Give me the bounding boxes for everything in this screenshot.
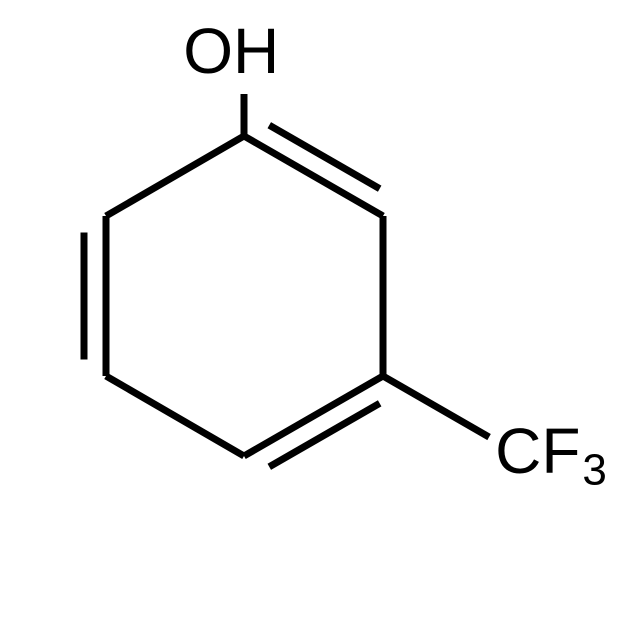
- atom-label-CF3: CF: [495, 415, 580, 487]
- bond: [106, 136, 244, 216]
- bond: [383, 376, 489, 437]
- chemical-structure-diagram: OH CF3: [0, 0, 623, 640]
- bond: [106, 376, 244, 456]
- atom-label-O: OH: [183, 15, 279, 87]
- atom-sub-CF3: 3: [582, 445, 606, 494]
